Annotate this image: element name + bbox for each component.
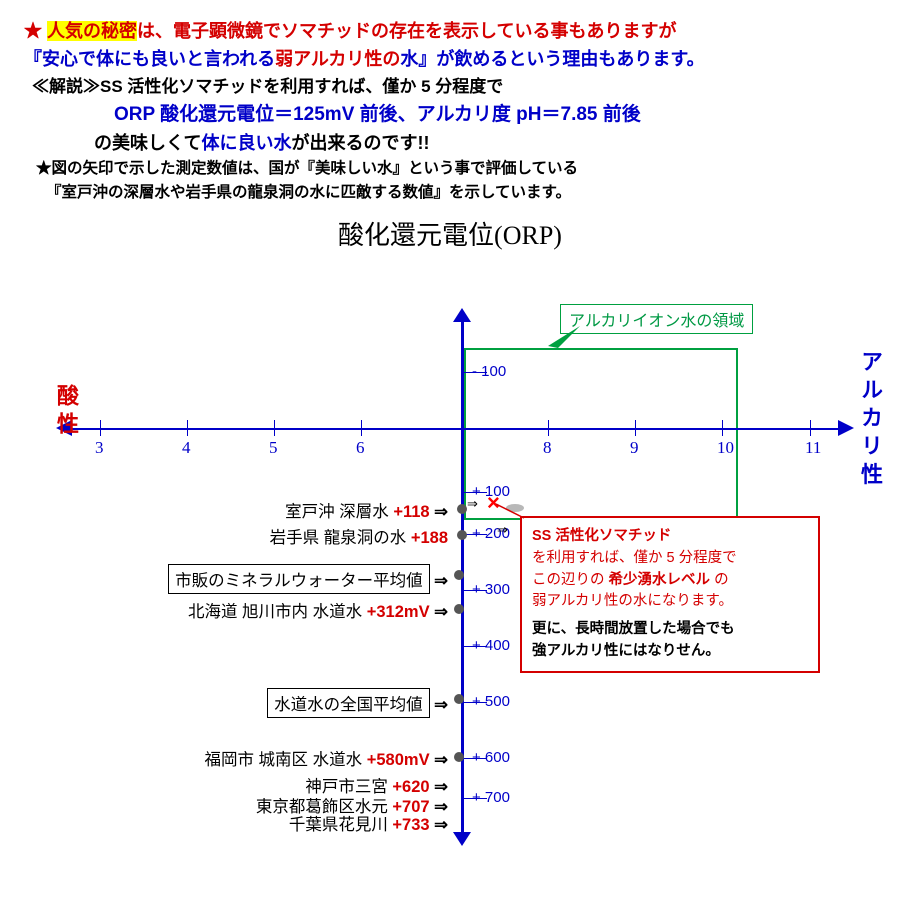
data-arrow-icon: ⇒: [434, 503, 448, 521]
data-row: 岩手県 龍泉洞の水 +188: [40, 524, 448, 548]
chart-title: 酸化還元電位(ORP): [0, 215, 900, 252]
y-tick-label: + 500: [472, 693, 510, 710]
highlighted-text: 人気の秘密: [47, 21, 137, 41]
header-line1: ★ 人気の秘密は、電子顕微鏡でソマチッドの存在を表示している事もありますが: [24, 18, 876, 46]
x-tick-label: 9: [630, 438, 639, 458]
data-arrow-icon: ⇒: [434, 751, 448, 769]
data-loc-boxed: 水道水の全国平均値: [267, 688, 430, 718]
data-row: 市販のミネラルウォーター平均値 ⇒: [40, 564, 448, 594]
data-val: +188: [411, 529, 448, 547]
y-tick-label: + 700: [472, 789, 510, 806]
data-loc: 千葉県花見川: [289, 816, 388, 834]
header-line3: ≪解説≫SS 活性化ソマチッドを利用すれば、僅か 5 分程度で: [24, 74, 876, 100]
data-val: +733: [392, 816, 429, 834]
acid-label: 酸 性: [50, 384, 82, 434]
x-tick-label: 4: [182, 438, 191, 458]
data-loc: 北海道 旭川市内 水道水: [188, 603, 362, 621]
alkali-label: ア ル カ リ 性: [854, 350, 886, 484]
data-dot-icon: [454, 570, 464, 580]
label-pointer-icon: [540, 326, 590, 352]
callout-l4a: 弱アルカリ性の水: [532, 593, 647, 609]
x-tick: [548, 420, 549, 436]
callout-l6: 強アルカリ性にはなりせん。: [532, 641, 808, 663]
hl2d: 』が飲めるという理由もあります。: [418, 49, 704, 69]
hl5b: 体に良い水: [201, 133, 291, 153]
callout-l2: を利用すれば、僅か 5 分程度で: [532, 548, 808, 570]
data-dot-icon: [454, 694, 464, 704]
data-dot-icon: [454, 752, 464, 762]
data-dot-icon: [454, 604, 464, 614]
header-line7: 『室戸沖の深層水や岩手県の龍泉洞の水に匹敵する数値』を示しています。: [24, 181, 876, 205]
orp-chart: アルカリイオン水の領域 3456891011 - 100+ 100+ 200+ …: [0, 300, 900, 880]
x-tick-label: 3: [95, 438, 104, 458]
data-loc: 岩手県 龍泉洞の水: [270, 529, 407, 547]
data-loc-boxed: 市販のミネラルウォーター平均値: [168, 564, 430, 594]
small-arrow-1: ⇒: [467, 496, 478, 512]
header-line2: 『安心で体にも良いと言われる弱アルカリ性の水』が飲めるという理由もあります。: [24, 46, 876, 74]
hl5c: が出来るのです!!: [291, 133, 429, 153]
data-loc: 室戸沖 深層水: [285, 503, 389, 521]
y-tick-label: + 400: [472, 637, 510, 654]
data-arrow-icon: ⇒: [434, 816, 448, 834]
callout-l3b: 希少湧水レベル: [609, 572, 715, 588]
data-val: +118: [393, 503, 429, 521]
data-dot-icon: [457, 504, 467, 514]
data-row: 千葉県花見川 +733 ⇒: [40, 811, 448, 835]
callout-l4b: になります。: [647, 593, 733, 609]
callout-l5: 更に、長時間放置した場合でも: [532, 619, 808, 641]
hl5a: の美味しくて: [94, 133, 201, 153]
data-arrow-icon: ⇒: [434, 696, 448, 714]
data-val: +580mV: [367, 751, 430, 769]
callout-l3c: の: [714, 572, 729, 588]
callout-l1: SS 活性化ソマチッド: [532, 528, 671, 544]
x-tick: [810, 420, 811, 436]
x-tick: [361, 420, 362, 436]
data-val: +312mV: [367, 603, 430, 621]
hl2c: 水: [400, 49, 418, 69]
data-row: 室戸沖 深層水 +118 ⇒: [40, 498, 448, 522]
y-axis-up-arrow-icon: [453, 308, 471, 322]
x-tick-label: 5: [269, 438, 278, 458]
x-tick: [635, 420, 636, 436]
x-tick-label: 8: [543, 438, 552, 458]
hl2b: 弱アルカリ性の: [275, 49, 400, 69]
data-loc: 福岡市 城南区 水道水: [204, 751, 362, 769]
x-tick: [722, 420, 723, 436]
x-axis-line: [66, 428, 844, 430]
data-row: 北海道 旭川市内 水道水 +312mV ⇒: [40, 598, 448, 622]
callout-leader-icon: [496, 500, 526, 520]
header-line4: ORP 酸化還元電位＝125mV 前後、アルカリ度 pH＝7.85 前後: [24, 100, 876, 129]
data-arrow-icon: ⇒: [434, 603, 448, 621]
x-tick: [187, 420, 188, 436]
header-line6: ★図の矢印で示した測定数値は、国が『美味しい水』という事で評価している: [24, 157, 876, 181]
x-tick-label: 11: [805, 438, 821, 458]
y-tick-label: - 100: [472, 363, 506, 380]
callout-box: SS 活性化ソマチッド を利用すれば、僅か 5 分程度で この辺りの 希少湧水レ…: [520, 516, 820, 673]
header-block: ★ 人気の秘密は、電子顕微鏡でソマチッドの存在を表示している事もありますが 『安…: [0, 0, 900, 205]
data-row: 福岡市 城南区 水道水 +580mV ⇒: [40, 746, 448, 770]
y-tick-label: + 600: [472, 749, 510, 766]
small-arrow-2: ⇒: [497, 522, 508, 538]
star-icon: ★: [24, 21, 47, 41]
header-line5: の美味しくて体に良い水が出来るのです!!: [24, 130, 876, 158]
x-tick-label: 6: [356, 438, 365, 458]
x-tick: [274, 420, 275, 436]
header-line1-rest: は、電子顕微鏡でソマチッドの存在を表示している事もありますが: [137, 21, 676, 41]
data-arrow-icon: ⇒: [434, 572, 448, 590]
data-row: 水道水の全国平均値 ⇒: [40, 688, 448, 718]
x-tick-label: 10: [717, 438, 734, 458]
hl2a: 『安心で体にも良いと言われる: [24, 49, 275, 69]
data-dot-icon: [457, 530, 467, 540]
x-tick: [100, 420, 101, 436]
y-axis-down-arrow-icon: [453, 832, 471, 846]
callout-l3a: この辺りの: [532, 572, 609, 588]
x-axis-right-arrow-icon: [838, 420, 854, 436]
y-tick-label: + 300: [472, 581, 510, 598]
